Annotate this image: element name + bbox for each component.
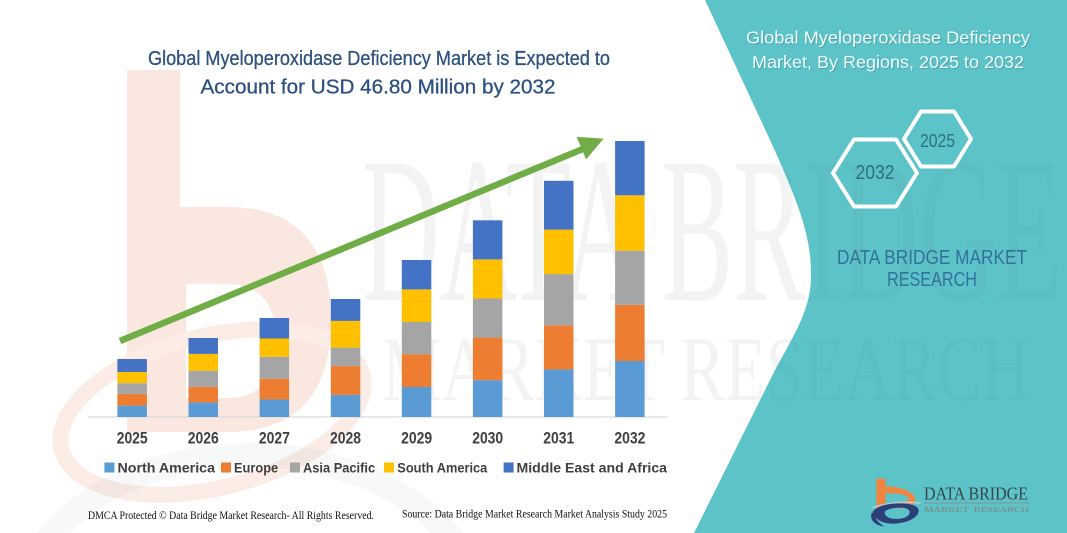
- svg-text:2032: 2032: [856, 162, 895, 184]
- svg-text:2029: 2029: [401, 429, 432, 448]
- svg-text:Account for USD 46.80 Million: Account for USD 46.80 Million by 2032: [201, 77, 556, 99]
- svg-text:Middle East and Africa: Middle East and Africa: [517, 460, 668, 476]
- svg-text:DATA BRIDGE MARKET: DATA BRIDGE MARKET: [837, 247, 1027, 269]
- svg-text:DMCA Protected © Data Bridge M: DMCA Protected © Data Bridge Market Rese…: [88, 508, 374, 522]
- svg-text:Asia Pacific: Asia Pacific: [303, 460, 375, 476]
- svg-text:2027: 2027: [259, 429, 290, 448]
- svg-text:Market, By Regions, 2025 to 20: Market, By Regions, 2025 to 2032: [752, 52, 1024, 72]
- svg-text:South America: South America: [397, 460, 487, 476]
- svg-text:2025: 2025: [920, 130, 955, 151]
- svg-text:2030: 2030: [472, 429, 503, 448]
- svg-text:Europe: Europe: [234, 460, 278, 476]
- svg-text:DATA BRIDGE: DATA BRIDGE: [924, 484, 1028, 504]
- svg-text:2026: 2026: [188, 429, 219, 448]
- svg-text:North America: North America: [118, 460, 216, 476]
- svg-text:Global Myeloperoxidase Deficie: Global Myeloperoxidase Deficiency: [747, 29, 1031, 49]
- svg-text:2032: 2032: [614, 429, 645, 448]
- svg-text:RESEARCH: RESEARCH: [887, 269, 977, 291]
- svg-text:2028: 2028: [330, 429, 361, 448]
- svg-text:Global Myeloperoxidase Deficie: Global Myeloperoxidase Deficiency: [746, 28, 1030, 48]
- svg-text:MARKET RESEARCH: MARKET RESEARCH: [924, 505, 1030, 514]
- svg-text:Source: Data Bridge Market Res: Source: Data Bridge Market Research Mark…: [402, 507, 667, 521]
- svg-text:Market, By Regions, 2025 to 20: Market, By Regions, 2025 to 2032: [753, 53, 1025, 73]
- svg-text:2031: 2031: [543, 429, 574, 448]
- svg-text:2025: 2025: [117, 429, 148, 448]
- svg-text:Global Myeloperoxidase Deficie: Global Myeloperoxidase Deficiency Market…: [148, 48, 610, 70]
